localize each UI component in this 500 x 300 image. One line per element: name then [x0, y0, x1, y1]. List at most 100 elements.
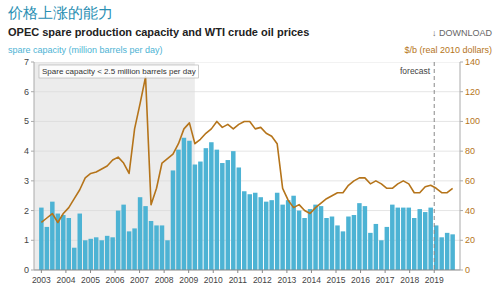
y2-tick-label: 40	[465, 206, 475, 216]
bar	[99, 240, 103, 270]
price-line	[41, 77, 452, 223]
x-tick-label: 2003	[32, 275, 51, 285]
x-axis-line	[34, 270, 460, 271]
x-tick	[237, 270, 238, 273]
chart: 价格上涨的能力OPEC spare production capacity an…	[0, 0, 500, 300]
bar	[171, 170, 175, 270]
subtitle: OPEC spare production capacity and WTI c…	[8, 26, 309, 38]
bar	[220, 163, 224, 270]
bar	[357, 203, 361, 270]
grid-line	[34, 91, 460, 92]
bar	[121, 205, 125, 270]
bar	[324, 218, 328, 270]
x-tick-label: 2014	[302, 275, 321, 285]
bar	[423, 212, 427, 270]
x-tick	[188, 270, 189, 273]
x-tick-label: 2019	[425, 275, 444, 285]
x-tick-label: 2005	[81, 275, 100, 285]
bar	[302, 218, 306, 270]
x-tick	[213, 270, 214, 273]
y2-axis-line	[460, 62, 461, 270]
x-tick	[164, 270, 165, 273]
x-tick	[41, 270, 42, 273]
y-tick	[31, 121, 34, 122]
annotation-text: Spare capacity < 2.5 million barrels per…	[42, 67, 196, 76]
bar	[78, 214, 82, 270]
x-tick-label: 2007	[130, 275, 149, 285]
y2-tick	[460, 62, 463, 63]
y-tick-label: 2	[24, 206, 29, 216]
bar	[401, 208, 405, 270]
bar	[275, 193, 279, 270]
download-text: ↓ DOWNLOAD	[432, 28, 493, 38]
x-tick	[65, 270, 66, 273]
bar	[368, 233, 372, 270]
bar	[385, 227, 389, 270]
bar	[132, 228, 136, 270]
bar	[330, 217, 334, 270]
bar	[61, 215, 65, 270]
forecast-line	[434, 62, 435, 270]
y2-tick-label: 20	[465, 235, 475, 245]
x-tick-label: 2016	[351, 275, 370, 285]
bar	[198, 162, 202, 270]
bar	[143, 206, 147, 270]
bar	[149, 221, 153, 270]
x-tick	[90, 270, 91, 273]
x-tick-label: 2011	[229, 275, 248, 285]
bar	[138, 197, 142, 270]
y2-axis-label: $/b (real 2010 dollars)	[404, 45, 492, 55]
shaded-region	[34, 62, 195, 270]
y-tick	[31, 180, 34, 181]
x-tick-label: 2013	[277, 275, 296, 285]
bar	[335, 225, 339, 270]
bar	[226, 160, 230, 270]
bar	[445, 233, 449, 270]
y-tick-label: 3	[24, 176, 29, 186]
bar	[247, 194, 251, 270]
y2-tick-label: 140	[465, 57, 480, 67]
bar	[67, 218, 71, 270]
x-tick-label: 2004	[56, 275, 75, 285]
bar	[390, 205, 394, 270]
y-tick	[31, 151, 34, 152]
bar	[264, 202, 268, 270]
x-tick	[409, 270, 410, 273]
bar	[379, 240, 383, 270]
x-tick-label: 2009	[179, 275, 198, 285]
grid-line	[34, 180, 460, 181]
bar	[176, 150, 180, 270]
x-tick-label: 2017	[376, 275, 395, 285]
bar	[182, 138, 186, 270]
y2-tick-label: 120	[465, 87, 480, 97]
bar	[127, 231, 131, 270]
y2-tick	[460, 121, 463, 122]
y-axis-line	[34, 62, 35, 270]
y2-tick-label: 0	[465, 265, 470, 275]
y2-tick	[460, 151, 463, 152]
x-tick	[360, 270, 361, 273]
bar	[269, 200, 273, 270]
bar	[39, 208, 43, 270]
y2-tick-label: 60	[465, 176, 475, 186]
bar	[50, 202, 54, 270]
x-tick-label: 2015	[327, 275, 346, 285]
y-tick	[31, 62, 34, 63]
bar	[341, 231, 345, 270]
bar	[308, 209, 312, 270]
x-tick	[385, 270, 386, 273]
y-tick-label: 0	[24, 265, 29, 275]
forecast-label: forecast	[400, 66, 431, 76]
bar	[83, 240, 87, 270]
x-tick-label: 2018	[400, 275, 419, 285]
y2-tick-label: 100	[465, 116, 480, 126]
y2-tick	[460, 240, 463, 241]
x-tick	[262, 270, 263, 273]
y2-tick	[460, 210, 463, 211]
grid-line	[34, 62, 460, 63]
bar	[242, 191, 246, 270]
bar	[72, 248, 76, 270]
bar	[412, 218, 416, 270]
bar	[407, 208, 411, 270]
annotation-box	[39, 65, 199, 78]
